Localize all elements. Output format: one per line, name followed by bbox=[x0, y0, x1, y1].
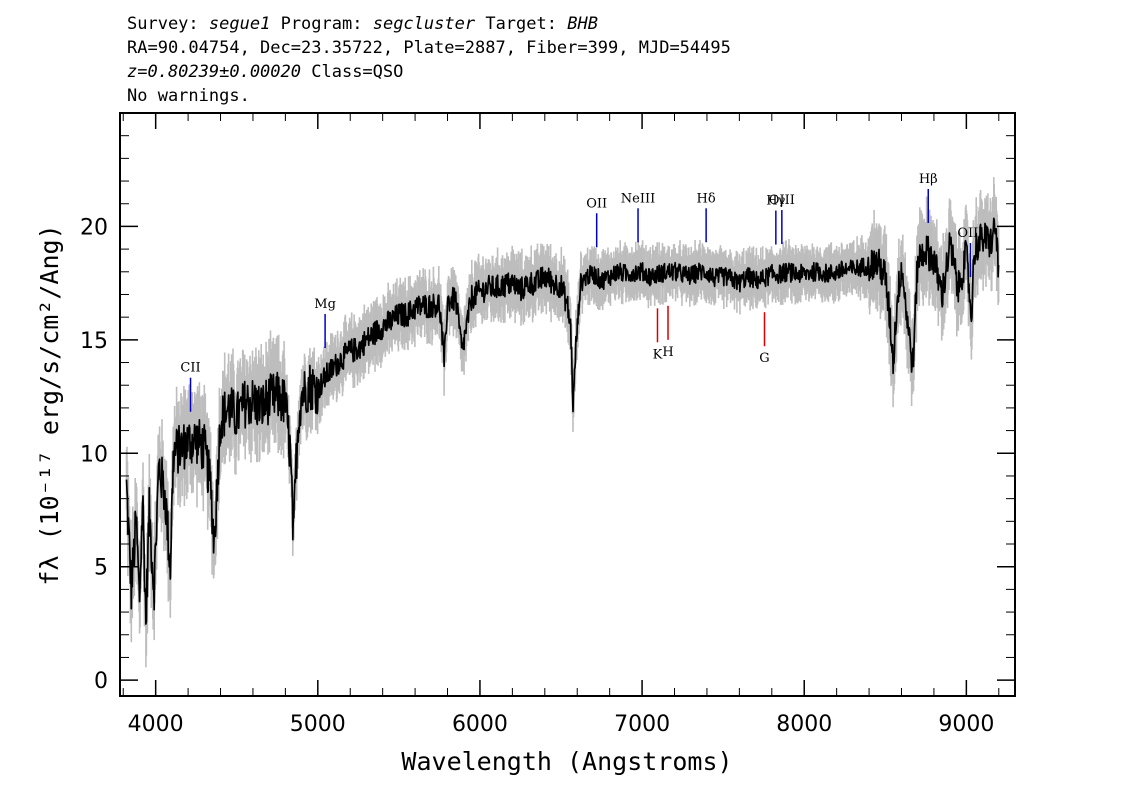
line-marker-label: OII bbox=[586, 196, 607, 211]
line-marker-label: Mg bbox=[314, 297, 336, 312]
survey-label: Survey: bbox=[127, 14, 199, 34]
header-line-target: Survey: segue1 Program: segcluster Targe… bbox=[127, 12, 731, 36]
spectrum-header: Survey: segue1 Program: segcluster Targe… bbox=[127, 12, 731, 108]
line-marker-hγ: Hγ bbox=[766, 194, 786, 245]
line-marker-label: CII bbox=[180, 361, 200, 376]
line-marker-k: K bbox=[653, 308, 663, 362]
line-marker-label: K bbox=[653, 347, 663, 362]
target-label: Target: bbox=[485, 14, 557, 34]
x-tick-label: 9000 bbox=[938, 712, 994, 737]
line-marker-cii: CII bbox=[180, 361, 201, 412]
line-marker-neiii: NeIII bbox=[621, 191, 655, 243]
line-marker-mg: Mg bbox=[314, 297, 336, 349]
flux-line bbox=[125, 217, 1000, 625]
x-tick-label: 8000 bbox=[776, 712, 832, 737]
line-marker-label: OIII bbox=[769, 193, 795, 208]
program-value: segcluster bbox=[372, 14, 476, 34]
line-marker-label: G bbox=[759, 351, 769, 366]
x-tick-label: 7000 bbox=[614, 712, 670, 737]
header-line-redshift: z=0.80239±0.00020 Class=QSO bbox=[127, 60, 731, 84]
header-line-coordinates: RA=90.04754, Dec=23.35722, Plate=2887, F… bbox=[127, 38, 731, 58]
flux-layer bbox=[125, 217, 1000, 625]
x-axis-ticks: 4000 5000 6000 7000 8000 9000 bbox=[122, 113, 1000, 737]
x-axis-title: Wavelength (Angstroms) bbox=[401, 747, 732, 776]
x-tick-label: 5000 bbox=[290, 712, 346, 737]
line-marker-g: G bbox=[759, 312, 770, 366]
line-marker-h: H bbox=[662, 305, 674, 360]
line-marker-oii: OII bbox=[586, 196, 607, 248]
line-marker-label: Hβ bbox=[919, 172, 938, 187]
y-tick-label: 15 bbox=[80, 329, 108, 354]
line-marker-oiii: OIII bbox=[769, 193, 795, 245]
y-axis-title: fλ (10⁻¹⁷ erg/s/cm²/Ang) bbox=[35, 224, 64, 585]
line-marker-label: H bbox=[662, 345, 673, 360]
target-value: BHB bbox=[567, 14, 598, 34]
redshift-value: z=0.80239±0.00020 bbox=[127, 62, 301, 82]
x-tick-label: 4000 bbox=[128, 712, 184, 737]
class-value: Class=QSO bbox=[311, 62, 404, 82]
y-tick-label: 10 bbox=[80, 442, 108, 467]
line-marker-hδ: Hδ bbox=[697, 191, 716, 243]
y-tick-label: 20 bbox=[80, 215, 108, 240]
program-label: Program: bbox=[280, 14, 363, 34]
header-line-warnings: No warnings. bbox=[127, 86, 250, 106]
line-marker-hβ: Hβ bbox=[919, 172, 938, 224]
y-tick-label: 0 bbox=[94, 669, 108, 694]
line-marker-label: NeIII bbox=[621, 191, 655, 206]
x-tick-label: 6000 bbox=[452, 712, 508, 737]
line-marker-label: Hδ bbox=[697, 191, 716, 206]
survey-value: segue1 bbox=[208, 14, 271, 34]
y-axis-ticks: 0 5 10 15 20 bbox=[80, 135, 1015, 694]
plot-frame bbox=[119, 112, 1016, 697]
y-tick-label: 5 bbox=[94, 556, 108, 581]
line-marker-label: Hγ bbox=[766, 194, 785, 209]
line-marker-label: OIII bbox=[957, 226, 983, 241]
line-marker-oiii: OIII bbox=[957, 226, 983, 278]
